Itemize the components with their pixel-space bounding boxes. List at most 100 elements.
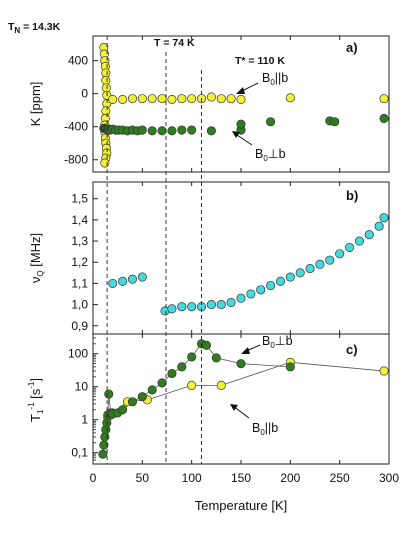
data-point (187, 94, 197, 104)
annot-a-par: B0||b (262, 71, 288, 87)
data-point (177, 94, 187, 104)
data-point (177, 125, 187, 135)
data-point (330, 117, 340, 127)
panel-a-ylabel: K [ppm] (28, 82, 43, 127)
data-point (201, 340, 212, 350)
y-tick-label: 0,9 (71, 319, 88, 333)
panel-c-ylabel: T1-1 [s-1] (27, 378, 45, 422)
data-point (379, 113, 389, 124)
panel-b: 0,9 1,0 1,1 1,2 1,3 1,4 1,5 b) νQ [MHz] (28, 181, 390, 335)
data-point (147, 385, 157, 395)
data-point (187, 302, 197, 312)
data-point (236, 94, 246, 105)
data-point (167, 94, 177, 105)
data-point (206, 300, 216, 310)
x-tick-label: 100 (182, 471, 202, 485)
data-point (354, 236, 364, 246)
x-tick-label: 0 (90, 471, 97, 485)
data-point (118, 94, 128, 105)
y-tick-label: 10 (75, 380, 89, 394)
data-point (206, 92, 216, 102)
data-point (137, 125, 147, 135)
y-tick-label: 1,1 (71, 276, 88, 290)
x-tick-label: 50 (136, 471, 150, 485)
data-point (216, 94, 226, 104)
transition-label-t74: T = 74 K (154, 37, 195, 49)
y-tick-label: 100 (68, 347, 88, 361)
panel-a-label: a) (346, 40, 358, 55)
data-point (216, 380, 226, 390)
y-tick-label: 0,1 (71, 446, 88, 460)
panel-c-points (98, 339, 389, 459)
data-point (211, 353, 221, 363)
transition-label-tn: TN = 14.3K (8, 21, 61, 35)
data-point (137, 392, 147, 402)
y-tick-label: 1,2 (71, 255, 88, 269)
data-point (127, 94, 138, 104)
data-point (256, 285, 266, 295)
data-point (315, 259, 325, 269)
data-point (379, 94, 389, 104)
data-point (275, 276, 286, 286)
data-point (118, 276, 128, 286)
data-point (187, 125, 197, 135)
data-point (157, 126, 167, 136)
panel-c-ticks: 0,1 1 10 100 (68, 334, 390, 464)
x-axis-label: Temperature [K] (195, 498, 288, 513)
panel-b-frame (92, 181, 390, 335)
data-point (305, 264, 315, 274)
panel-b-ticks: 0,9 1,0 1,1 1,2 1,3 1,4 1,5 (71, 182, 390, 334)
data-point (100, 158, 110, 168)
data-point (246, 289, 256, 299)
data-point (226, 297, 236, 308)
annot-a-perp: B0⊥b (255, 147, 286, 163)
annot-c-par-arrowhead (230, 404, 238, 411)
data-point (127, 274, 138, 284)
data-point (157, 378, 167, 388)
y-tick-label: 0 (81, 87, 88, 101)
panel-c-label: c) (346, 342, 358, 357)
panel-b-points (108, 213, 389, 316)
transition-lines (106, 36, 202, 464)
data-point (236, 293, 246, 303)
panel-b-label: b) (346, 188, 358, 203)
annotations: B0||b B0⊥b B0⊥b B0||b (230, 71, 293, 437)
data-point (295, 268, 305, 278)
data-point (137, 272, 147, 282)
data-point (127, 397, 138, 407)
data-point (187, 380, 197, 390)
data-point (147, 126, 157, 136)
data-point (118, 405, 128, 415)
data-point (374, 221, 384, 231)
data-point (325, 255, 335, 265)
data-point (236, 359, 246, 369)
y-tick-label: 1,3 (71, 234, 88, 248)
data-point (167, 304, 177, 314)
panel-c: 0,1 1 10 100 c) T1-1 [s-1] (27, 333, 390, 465)
data-point (108, 278, 118, 288)
y-tick-label: -800 (64, 153, 88, 167)
data-point (344, 242, 355, 252)
data-point (206, 126, 216, 136)
data-point (335, 249, 345, 259)
data-point (285, 362, 295, 372)
data-point (236, 119, 246, 129)
data-point (266, 280, 276, 291)
x-tick-label: 250 (330, 471, 350, 485)
data-point (177, 362, 187, 372)
transition-labels: TN = 14.3K T = 74 K T* = 110 K (8, 21, 285, 67)
data-point (167, 369, 177, 379)
data-point (157, 94, 167, 104)
panel-a-points (99, 42, 389, 168)
x-tick-label: 200 (280, 471, 300, 485)
data-point (266, 117, 276, 127)
panel-a-ticks: 400 0 -400 -800 (64, 36, 390, 172)
y-tick-label: 400 (68, 54, 88, 68)
transition-label-tstar: T* = 110 K (235, 55, 285, 67)
data-point (379, 213, 389, 223)
data-point (147, 94, 157, 104)
data-point (104, 389, 114, 399)
data-point (167, 126, 177, 136)
annot-c-perp-arrowhead (241, 347, 250, 354)
